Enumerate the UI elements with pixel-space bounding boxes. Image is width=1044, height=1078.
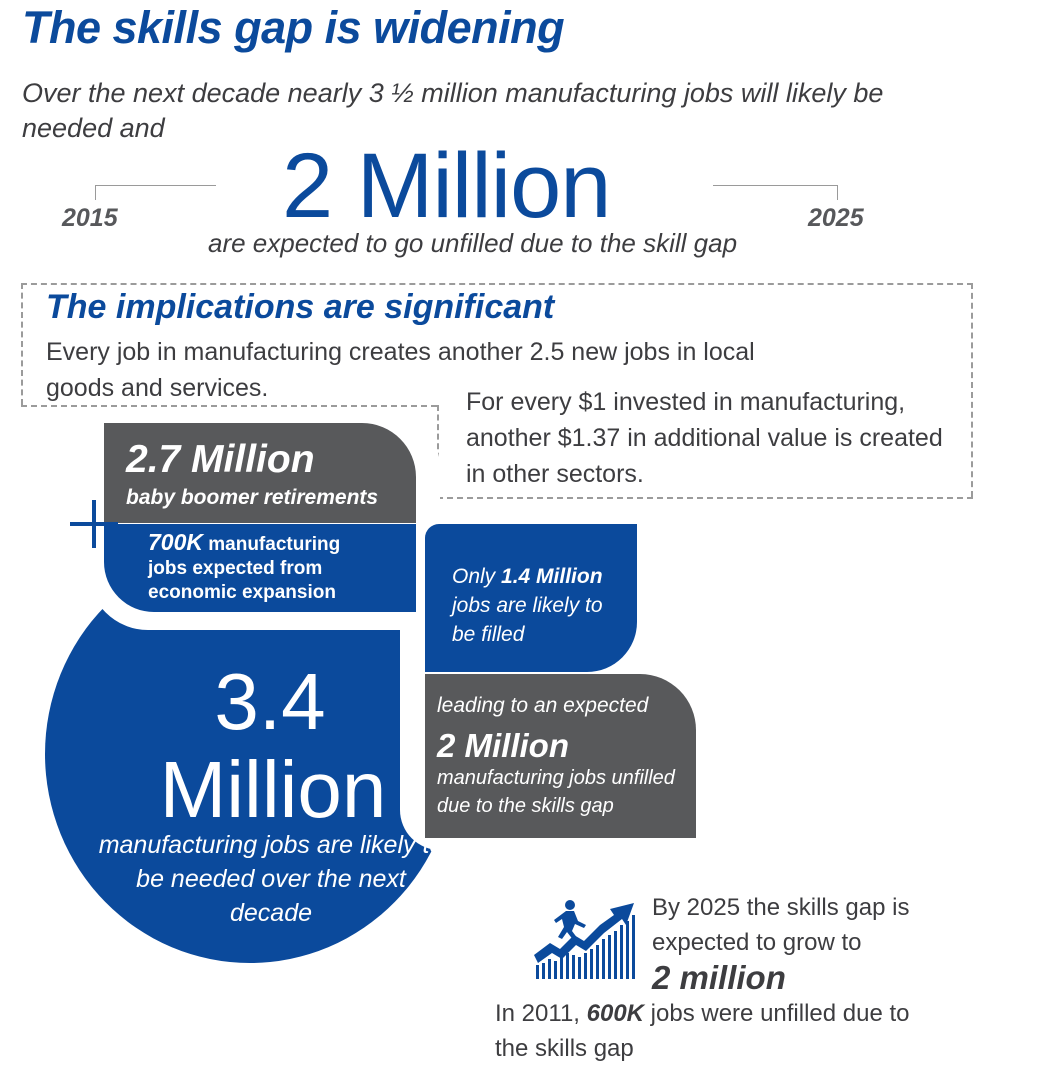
history-prefix: In 2011, <box>495 1000 587 1027</box>
filled-prefix: Only <box>452 565 502 588</box>
history-suffix: jobs were unfilled due to the skills gap <box>495 1000 910 1062</box>
expansion-number: 700K <box>148 529 203 555</box>
retirements-number: 2.7 Million <box>126 438 315 481</box>
unfilled-jobs-box <box>425 674 696 838</box>
headline-subline: are expected to go unfilled due to the s… <box>208 228 738 258</box>
dashed-border-step <box>21 405 437 407</box>
plus-icon-vertical <box>92 500 96 548</box>
trend-label: By 2025 the skills gap is expected to gr… <box>652 894 910 956</box>
timeline-bracket-left <box>95 185 216 200</box>
expansion-text: 700K manufacturing jobs expected from ec… <box>148 530 388 605</box>
expansion-label-1: manufacturing <box>202 534 341 555</box>
retirements-label: baby boomer retirements <box>126 486 379 509</box>
unfilled-lead: leading to an expected <box>437 694 649 717</box>
unfilled-description: manufacturing jobs unfilled due to the s… <box>437 767 675 817</box>
plus-icon <box>70 500 118 548</box>
needed-number: 3.4 <box>214 657 326 746</box>
filled-suffix: jobs are likely to be filled <box>452 594 603 646</box>
implications-jobs-text: Every job in manufacturing creates anoth… <box>46 338 755 402</box>
headline-number: 2 Million <box>282 135 611 237</box>
implications-investment-text: For every $1 invested in manufacturing, … <box>466 388 943 488</box>
dashed-border-right <box>971 283 973 497</box>
unfilled-number: 2 Million <box>437 727 569 764</box>
page-title: The skills gap is widening <box>22 2 565 53</box>
needed-unit: Million <box>159 745 387 834</box>
year-end-label: 2025 <box>808 204 864 232</box>
dashed-border-inner <box>437 405 439 497</box>
trend-number: 2 million <box>652 959 786 996</box>
implications-heading: The implications are significant <box>46 288 555 326</box>
rising-chart-runner-icon <box>534 900 635 979</box>
dashed-border-left <box>21 283 23 405</box>
dashed-border-top <box>21 283 973 285</box>
retirements-box <box>104 423 416 523</box>
expansion-label-2: jobs expected from <box>148 558 323 579</box>
trend-text: By 2025 the skills gap is expected to gr… <box>652 890 992 999</box>
history-number: 600K <box>586 1000 645 1027</box>
filled-jobs-text: Only 1.4 Million jobs are likely to be f… <box>452 562 627 649</box>
history-text: In 2011, 600K jobs were unfilled due to … <box>495 996 935 1066</box>
filled-number: 1.4 Million <box>501 565 603 588</box>
intro-text: Over the next decade nearly 3 ½ million … <box>22 78 884 143</box>
needed-description: manufacturing jobs are likely to be need… <box>98 831 444 927</box>
dashed-border-bottom <box>437 497 973 499</box>
expansion-label-3: economic expansion <box>148 582 336 603</box>
filled-jobs-box <box>425 524 637 672</box>
year-start-label: 2015 <box>62 204 118 232</box>
expansion-box <box>104 524 416 612</box>
timeline-bracket-right <box>713 185 838 200</box>
